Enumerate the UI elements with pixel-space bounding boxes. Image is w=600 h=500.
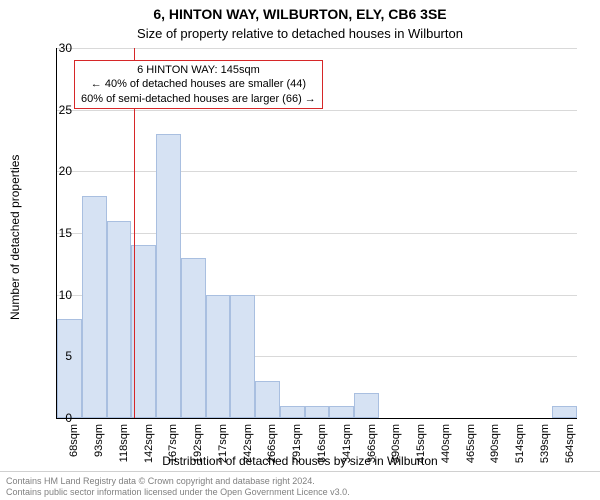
y-tick-label: 25: [42, 103, 72, 117]
histogram-bar: [57, 319, 82, 418]
x-tick-label: 242sqm: [242, 424, 254, 474]
y-tick-label: 10: [42, 288, 72, 302]
histogram-bar: [305, 406, 330, 418]
annotation-line: ← 40% of detached houses are smaller (44…: [81, 77, 316, 91]
histogram-bar: [280, 406, 305, 418]
x-tick-label: 68sqm: [68, 424, 80, 474]
y-tick-label: 0: [42, 411, 72, 425]
y-tick-label: 30: [42, 41, 72, 55]
x-tick-label: 118sqm: [118, 424, 130, 474]
footer-attribution: Contains HM Land Registry data © Crown c…: [0, 471, 600, 500]
x-tick-label: 390sqm: [390, 424, 402, 474]
x-tick-label: 291sqm: [291, 424, 303, 474]
x-tick-label: 217sqm: [217, 424, 229, 474]
x-tick-label: 490sqm: [489, 424, 501, 474]
histogram-bar: [552, 406, 577, 418]
x-tick-label: 564sqm: [564, 424, 576, 474]
y-tick-label: 15: [42, 226, 72, 240]
x-tick-label: 415sqm: [415, 424, 427, 474]
x-tick-label: 539sqm: [539, 424, 551, 474]
x-tick-label: 366sqm: [366, 424, 378, 474]
x-tick-label: 142sqm: [143, 424, 155, 474]
x-tick-label: 341sqm: [341, 424, 353, 474]
histogram-bar: [181, 258, 206, 418]
histogram-bar: [354, 393, 379, 418]
histogram-bar: [107, 221, 132, 418]
annotation-line: 6 HINTON WAY: 145sqm: [81, 63, 316, 77]
x-tick-label: 440sqm: [440, 424, 452, 474]
x-tick-label: 167sqm: [167, 424, 179, 474]
histogram-bar: [156, 134, 181, 418]
y-tick-label: 20: [42, 164, 72, 178]
y-axis-label: Number of detached properties: [8, 155, 22, 320]
x-tick-label: 93sqm: [93, 424, 105, 474]
chart-title-line1: 6, HINTON WAY, WILBURTON, ELY, CB6 3SE: [0, 6, 600, 22]
histogram-bar: [82, 196, 107, 418]
annotation-box: 6 HINTON WAY: 145sqm← 40% of detached ho…: [74, 60, 323, 109]
histogram-bar: [230, 295, 255, 418]
x-tick-label: 514sqm: [514, 424, 526, 474]
histogram-bar: [255, 381, 280, 418]
histogram-bar: [329, 406, 354, 418]
x-tick-label: 316sqm: [316, 424, 328, 474]
x-tick-label: 465sqm: [465, 424, 477, 474]
annotation-line: 60% of semi-detached houses are larger (…: [81, 92, 316, 106]
histogram-bar: [206, 295, 231, 418]
x-tick-label: 192sqm: [192, 424, 204, 474]
chart-title-line2: Size of property relative to detached ho…: [0, 26, 600, 41]
y-tick-label: 5: [42, 349, 72, 363]
x-tick-label: 266sqm: [266, 424, 278, 474]
